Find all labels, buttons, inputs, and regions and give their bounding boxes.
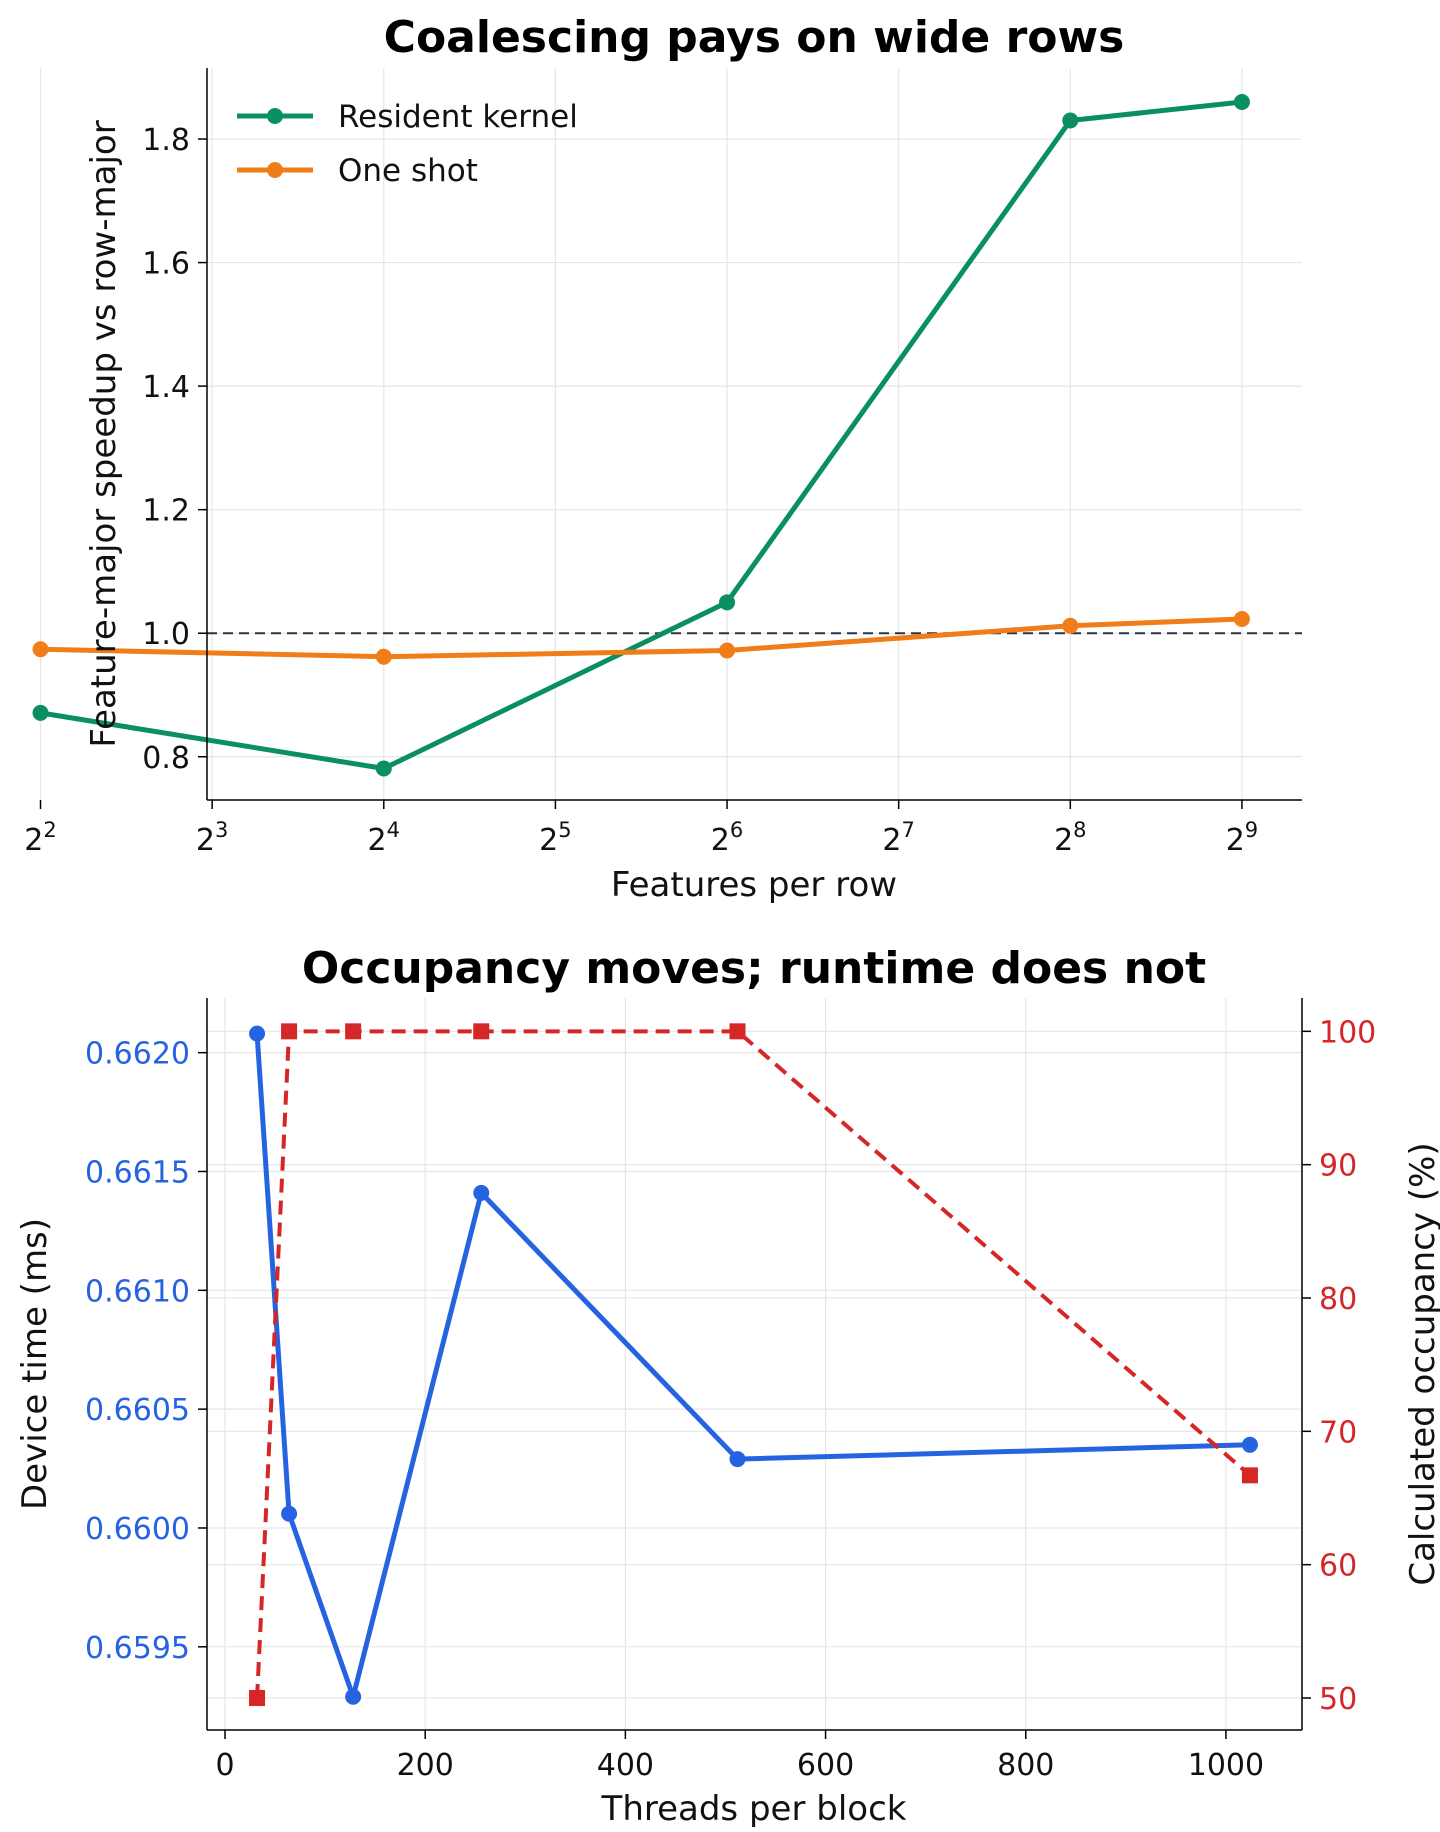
tick-exponent: 3 [215, 818, 228, 842]
tick-base: 2 [196, 823, 215, 858]
bottom-series-line-0 [254, 1033, 1251, 1700]
top-x-tick-label: 23 [196, 818, 228, 858]
top-x-ticks: 22 23 24 25 26 27 28 29 [24, 800, 1258, 858]
tick-base: 2 [368, 823, 387, 858]
legend-label-resident-kernel: Resident kernel [338, 99, 578, 135]
bottom-y-tick-label: 0.6620 [85, 1037, 190, 1072]
bottom-series-point-0 [729, 1451, 746, 1468]
top-series-point-1 [32, 641, 49, 658]
bottom-series-point-0 [281, 1505, 298, 1522]
top-x-tick-label: 28 [1054, 818, 1086, 858]
bottom-y-tick-label: 0.6605 [85, 1393, 190, 1428]
top-x-axis-label: Features per row [611, 865, 897, 905]
bottom-chart: Occupancy moves; runtime does not 0 200 40… [15, 943, 1440, 1829]
bottom-series-point-1 [249, 1690, 266, 1706]
top-series-point-0 [719, 594, 736, 611]
top-series-point-1 [1062, 617, 1079, 634]
bottom-right-y-axis-label: Calculated occupancy (%) [1403, 1142, 1440, 1585]
tick-exponent: 4 [387, 818, 400, 842]
bottom-y2-tick-label: 80 [1319, 1282, 1357, 1317]
top-grid [39, 68, 1302, 800]
bottom-y2-tick-label: 100 [1319, 1015, 1376, 1050]
top-y-tick-label: 1.2 [142, 494, 190, 529]
tick-base: 2 [711, 823, 730, 858]
legend-label-one-shot: One shot [338, 153, 478, 189]
tick-exponent: 5 [558, 818, 571, 842]
top-chart: Coalescing pays on wide rows 22 23 24 25 26 2… [24, 12, 1302, 905]
top-series-point-0 [32, 704, 49, 721]
bottom-left-y-axis-label: Device time (ms) [15, 1218, 55, 1510]
bottom-series-layer [249, 1023, 1258, 1706]
top-y-tick-label: 1.0 [142, 617, 190, 652]
bottom-series-point-0 [249, 1025, 266, 1042]
top-series-point-1 [1233, 611, 1250, 628]
bottom-series-point-1 [473, 1023, 490, 1040]
top-y-ticks: 0.8 1.0 1.2 1.4 1.6 1.8 [142, 123, 207, 776]
tick-base: 2 [1054, 823, 1073, 858]
tick-base: 2 [1226, 823, 1245, 858]
tick-exponent: 2 [43, 818, 56, 842]
top-x-tick-label: 27 [882, 818, 914, 858]
bottom-x-tick-label: 1000 [1188, 1748, 1264, 1783]
bottom-chart-title: Occupancy moves; runtime does not [302, 943, 1206, 994]
bottom-x-ticks: 0 200 400 600 800 1000 [215, 1730, 1264, 1783]
bottom-series-point-1 [281, 1023, 298, 1040]
legend-marker-resident-kernel [267, 108, 283, 124]
top-y-tick-label: 1.8 [142, 123, 190, 158]
bottom-y2-tick-label: 60 [1319, 1549, 1357, 1584]
top-y-tick-label: 1.6 [142, 247, 190, 282]
tick-exponent: 7 [902, 818, 915, 842]
bottom-y2-tick-label: 70 [1319, 1415, 1357, 1450]
top-y-tick-label: 1.4 [142, 370, 190, 405]
bottom-x-tick-label: 0 [215, 1748, 234, 1783]
bottom-series-line-1 [255, 1029, 1252, 1699]
top-x-tick-label: 24 [368, 818, 400, 858]
top-x-tick-label: 22 [24, 818, 56, 858]
top-series-point-0 [1233, 93, 1250, 110]
tick-exponent: 6 [730, 818, 743, 842]
bottom-series-point-1 [345, 1023, 362, 1040]
top-y-tick-label: 0.8 [142, 741, 190, 776]
top-series-point-1 [719, 642, 736, 659]
top-x-tick-label: 29 [1226, 818, 1258, 858]
tick-exponent: 8 [1073, 818, 1086, 842]
bottom-series-point-1 [1241, 1467, 1258, 1484]
top-x-tick-label: 25 [539, 818, 571, 858]
bottom-y-tick-label: 0.6600 [85, 1512, 190, 1547]
bottom-x-tick-label: 600 [797, 1748, 854, 1783]
top-legend: Resident kernel One shot [237, 99, 578, 189]
top-series-point-1 [375, 648, 392, 665]
top-series-line-1 [40, 616, 1243, 660]
top-x-tick-label: 26 [711, 818, 743, 858]
bottom-series-point-1 [729, 1023, 746, 1040]
bottom-y-tick-label: 0.6610 [85, 1274, 190, 1309]
top-series-point-0 [375, 760, 392, 777]
bottom-x-axis-label: Threads per block [601, 1789, 907, 1829]
bottom-x-tick-label: 400 [597, 1748, 654, 1783]
bottom-grid [207, 998, 1302, 1730]
bottom-y2-tick-label: 50 [1319, 1682, 1357, 1717]
bottom-x-tick-label: 200 [397, 1748, 454, 1783]
bottom-y-tick-label: 0.6615 [85, 1155, 190, 1190]
tick-base: 2 [539, 823, 558, 858]
top-chart-title: Coalescing pays on wide rows [384, 12, 1125, 63]
bottom-x-tick-label: 800 [997, 1748, 1054, 1783]
bottom-left-y-ticks: 0.6595 0.6600 0.6605 0.6610 0.6615 0.6620 [85, 1037, 207, 1666]
top-series-point-0 [1062, 112, 1079, 129]
bottom-right-y-ticks: 50 60 70 80 90 100 [1302, 1015, 1376, 1717]
bottom-series-point-0 [345, 1688, 362, 1705]
top-series-layer [32, 93, 1250, 777]
top-series-line-0 [40, 99, 1243, 771]
legend-marker-one-shot [267, 162, 283, 178]
tick-exponent: 9 [1245, 818, 1258, 842]
tick-base: 2 [24, 823, 43, 858]
bottom-y2-tick-label: 90 [1319, 1149, 1357, 1184]
top-y-axis-label: Feature-major speedup vs row-major [84, 120, 124, 747]
bottom-series-point-0 [473, 1184, 490, 1201]
bottom-series-point-0 [1241, 1436, 1258, 1453]
bottom-y-tick-label: 0.6595 [85, 1631, 190, 1666]
tick-base: 2 [882, 823, 901, 858]
